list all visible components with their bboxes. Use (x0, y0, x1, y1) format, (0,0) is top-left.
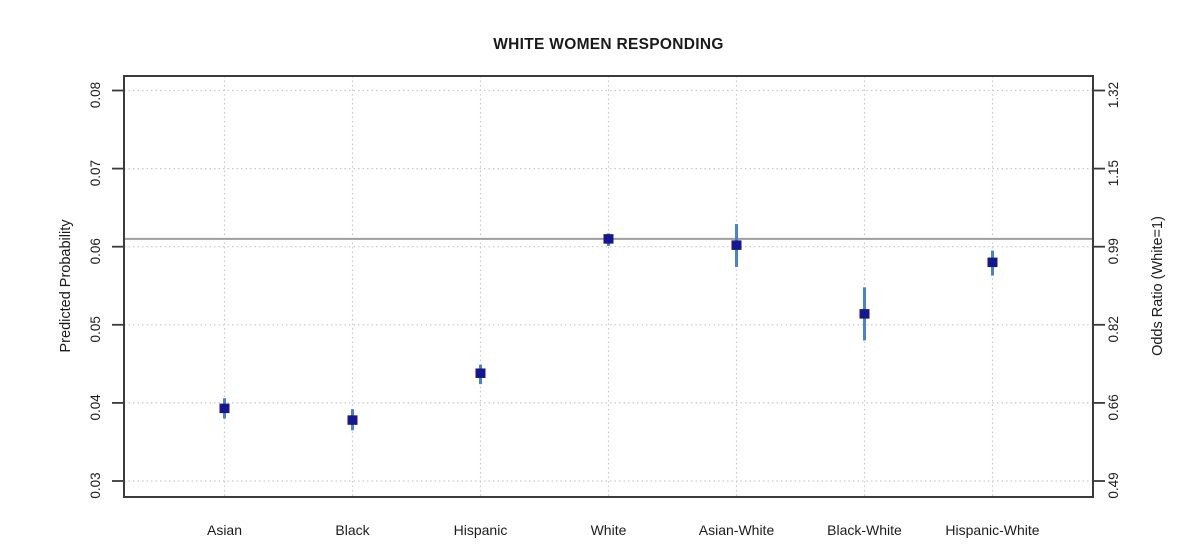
y-tick-label-right: 0.99 (1106, 238, 1121, 264)
x-category-label: Black (335, 522, 370, 538)
y-tick-label-right: 0.66 (1106, 394, 1121, 420)
x-category-label: Hispanic-White (945, 522, 1039, 538)
x-category-label: White (591, 522, 627, 538)
y-tick-label-right: 1.15 (1106, 160, 1121, 186)
x-category-label: Asian-White (699, 522, 775, 538)
point-hispanic (475, 368, 486, 378)
plot-border (123, 75, 1094, 498)
point-asian (219, 403, 230, 414)
x-category-label: Black-White (827, 522, 902, 538)
chart-title: WHITE WOMEN RESPONDING (493, 36, 724, 53)
point-black (347, 415, 358, 425)
y-tick-label-left: 0.08 (88, 82, 103, 108)
point-black-white (859, 309, 870, 319)
y-tick-label-left: 0.05 (88, 316, 103, 342)
x-category-label: Asian (207, 522, 242, 538)
y-tick-label-left: 0.07 (88, 160, 103, 186)
y-tick-label-right: 0.49 (1106, 472, 1121, 498)
point-asian-white (731, 240, 742, 250)
point-white (603, 234, 614, 244)
y-tick-label-left: 0.06 (88, 238, 103, 264)
point-hispanic-white (987, 257, 998, 268)
x-category-label: Hispanic (454, 522, 508, 538)
y-tick-label-right: 1.32 (1106, 82, 1121, 108)
y-tick-label-right: 0.82 (1106, 316, 1121, 342)
y-tick-label-left: 0.04 (88, 394, 103, 421)
y-tick-label-left: 0.03 (88, 472, 103, 498)
